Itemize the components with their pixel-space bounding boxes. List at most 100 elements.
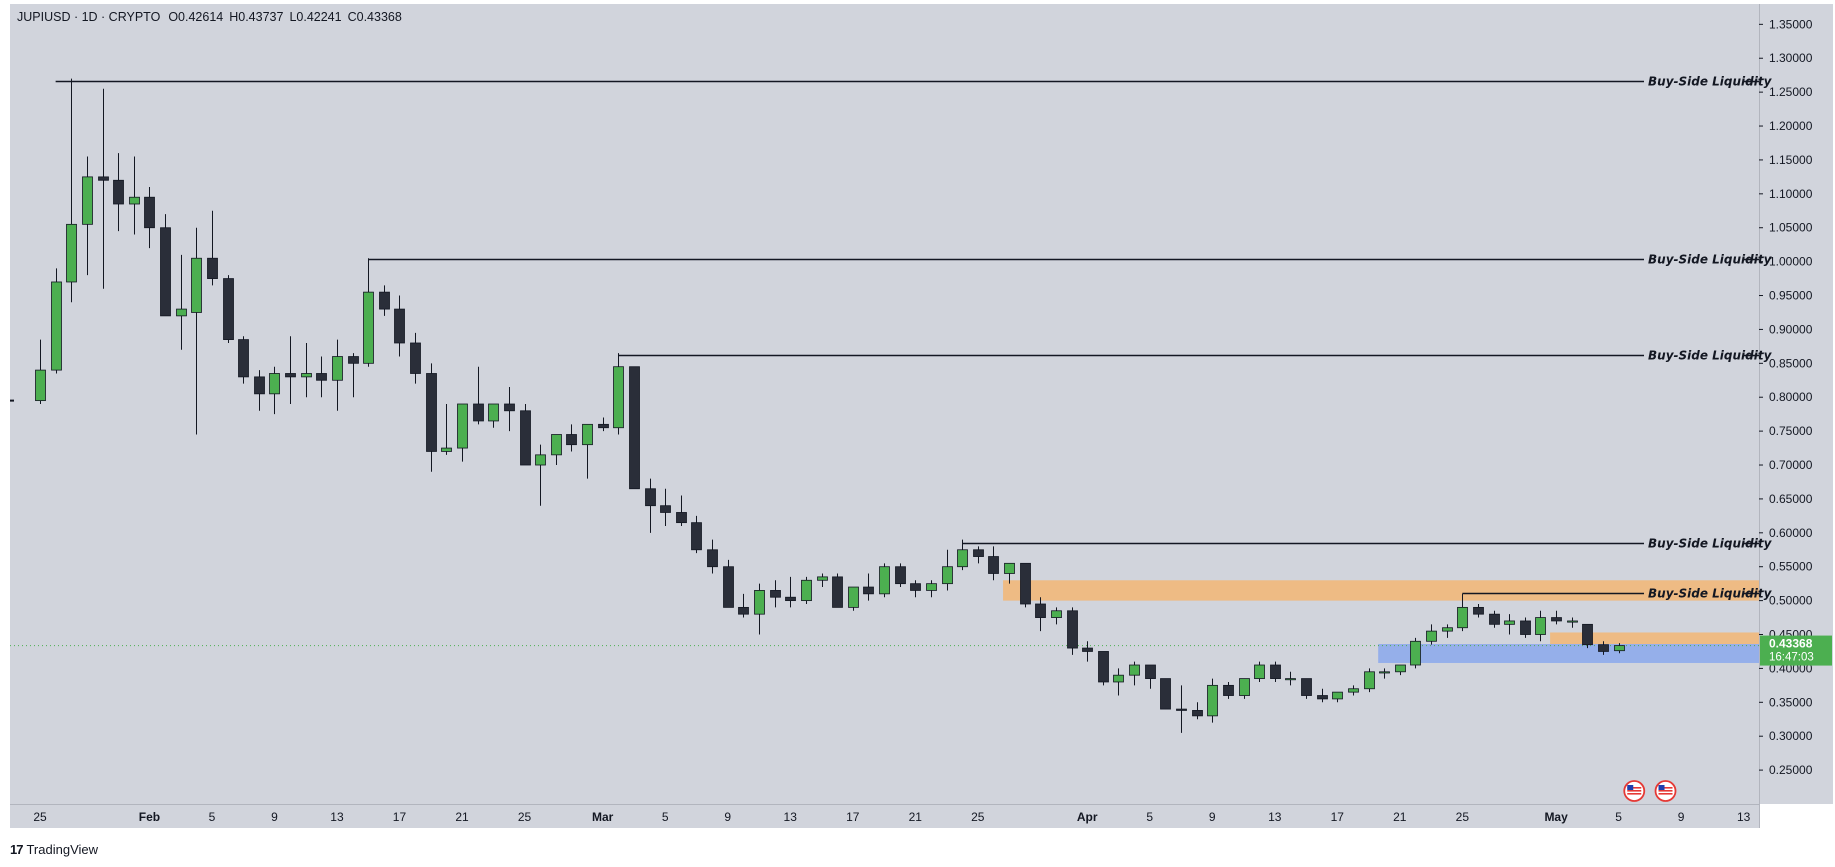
- candle-up[interactable]: [1535, 617, 1546, 635]
- candle-down[interactable]: [566, 434, 577, 446]
- candle-up[interactable]: [269, 373, 280, 395]
- candle-up[interactable]: [1504, 620, 1515, 625]
- candle-down[interactable]: [1473, 606, 1484, 615]
- candle-up[interactable]: [66, 223, 77, 283]
- candle-down[interactable]: [207, 257, 218, 279]
- candle-up[interactable]: [942, 566, 953, 585]
- candle-up[interactable]: [176, 308, 187, 317]
- candle-up[interactable]: [1332, 691, 1343, 700]
- candle-down[interactable]: [598, 423, 609, 429]
- candle-up[interactable]: [957, 549, 968, 568]
- candle-up[interactable]: [582, 423, 593, 446]
- candle-down[interactable]: [520, 410, 531, 466]
- candle-down[interactable]: [1582, 623, 1593, 646]
- candle-down[interactable]: [1489, 613, 1500, 625]
- candle-down[interactable]: [973, 549, 984, 557]
- candle-up[interactable]: [1004, 562, 1015, 574]
- candle-up[interactable]: [1410, 640, 1421, 666]
- candle-up[interactable]: [1051, 610, 1062, 618]
- candle-down[interactable]: [707, 549, 718, 568]
- candle-up[interactable]: [926, 583, 937, 591]
- candle-down[interactable]: [832, 576, 843, 608]
- candle-down[interactable]: [410, 342, 421, 374]
- tradingview-branding[interactable]: 17 TradingView: [10, 842, 98, 857]
- candle-up[interactable]: [441, 447, 452, 452]
- candle-up[interactable]: [301, 373, 312, 378]
- candle-down[interactable]: [723, 566, 734, 608]
- candle-up[interactable]: [879, 566, 890, 595]
- candle-up[interactable]: [535, 454, 546, 466]
- candle-down[interactable]: [1551, 617, 1562, 622]
- candle-up[interactable]: [332, 356, 343, 381]
- candle-down[interactable]: [691, 522, 702, 551]
- candle-down[interactable]: [910, 583, 921, 591]
- candle-up[interactable]: [457, 403, 468, 449]
- candle-down[interactable]: [1598, 644, 1609, 652]
- candle-up[interactable]: [1614, 645, 1625, 652]
- candle-down[interactable]: [348, 356, 359, 364]
- candle-up[interactable]: [363, 291, 374, 364]
- candle-up[interactable]: [488, 403, 499, 422]
- candle-down[interactable]: [1192, 710, 1203, 717]
- candle-down[interactable]: [1035, 603, 1046, 618]
- candle-down[interactable]: [1145, 664, 1156, 679]
- supply-zone[interactable]: [1550, 632, 1759, 644]
- candle-up[interactable]: [1129, 664, 1140, 676]
- candle-down[interactable]: [1270, 664, 1281, 679]
- candle-down[interactable]: [660, 505, 671, 513]
- candle-down[interactable]: [504, 403, 515, 412]
- candle-up[interactable]: [1364, 671, 1375, 690]
- candle-up[interactable]: [1207, 684, 1218, 717]
- candle-down[interactable]: [316, 373, 327, 381]
- candle-up[interactable]: [1239, 678, 1250, 696]
- candle-up[interactable]: [1348, 688, 1359, 693]
- candle-up[interactable]: [817, 576, 828, 581]
- candle-down[interactable]: [144, 196, 155, 229]
- candle-down[interactable]: [1317, 695, 1328, 700]
- symbol-info[interactable]: JUPIUSD · 1D · CRYPTO: [17, 10, 161, 24]
- candle-up[interactable]: [35, 369, 46, 402]
- demand-zone[interactable]: [1378, 644, 1759, 663]
- candle-down[interactable]: [1067, 610, 1078, 649]
- candle-down[interactable]: [238, 339, 249, 378]
- candle-down[interactable]: [426, 373, 437, 452]
- candle-down[interactable]: [1301, 678, 1312, 696]
- candle-down[interactable]: [1223, 684, 1234, 696]
- candle-down[interactable]: [676, 512, 687, 524]
- candle-up[interactable]: [1457, 606, 1468, 629]
- candle-up[interactable]: [191, 257, 202, 313]
- candle-up[interactable]: [801, 579, 812, 602]
- candle-up[interactable]: [1567, 620, 1578, 623]
- candle-down[interactable]: [629, 366, 640, 490]
- candle-down[interactable]: [863, 586, 874, 595]
- candle-down[interactable]: [895, 566, 906, 585]
- candle-down[interactable]: [160, 227, 171, 317]
- candle-up[interactable]: [1442, 627, 1453, 632]
- candle-down[interactable]: [770, 590, 781, 598]
- candle-down[interactable]: [738, 606, 749, 615]
- candle-up[interactable]: [1395, 664, 1406, 673]
- candle-down[interactable]: [113, 179, 124, 205]
- candle-up[interactable]: [848, 586, 859, 608]
- candle-up[interactable]: [754, 590, 765, 615]
- candle-down[interactable]: [1020, 562, 1031, 605]
- price-axis[interactable]: [1759, 4, 1833, 804]
- supply-zone[interactable]: [1003, 580, 1759, 601]
- candle-down[interactable]: [785, 596, 796, 602]
- candle-down[interactable]: [645, 488, 656, 507]
- time-axis[interactable]: [10, 804, 1759, 828]
- candle-up[interactable]: [82, 176, 93, 225]
- candle-up[interactable]: [551, 434, 562, 456]
- candle-down[interactable]: [473, 403, 484, 422]
- candle-up[interactable]: [51, 281, 62, 371]
- candle-up[interactable]: [1285, 678, 1296, 681]
- candle-down[interactable]: [1098, 651, 1109, 683]
- candle-up[interactable]: [129, 196, 140, 205]
- candle-down[interactable]: [379, 291, 390, 310]
- candle-down[interactable]: [285, 373, 296, 378]
- candle-down[interactable]: [988, 556, 999, 574]
- candle-down[interactable]: [223, 278, 234, 340]
- candle-up[interactable]: [613, 366, 624, 429]
- candle-down[interactable]: [1176, 708, 1187, 711]
